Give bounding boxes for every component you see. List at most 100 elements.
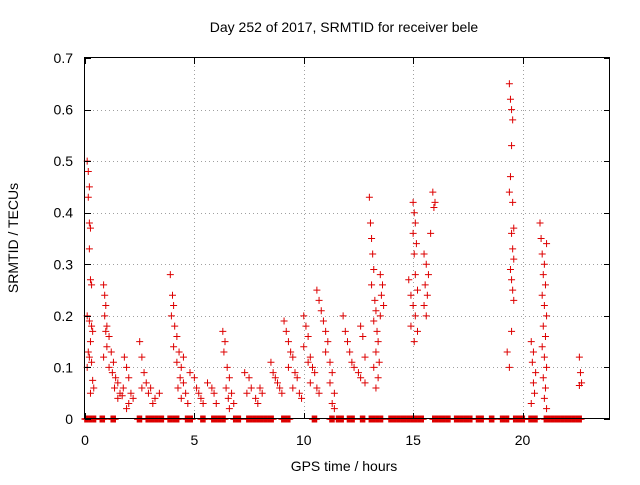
data-point xyxy=(102,302,110,310)
data-point xyxy=(409,229,417,237)
data-point xyxy=(370,317,378,325)
data-point xyxy=(276,384,284,392)
data-point xyxy=(258,389,266,397)
data-point xyxy=(410,250,418,258)
y-tick-label: 0.3 xyxy=(54,256,74,272)
data-point xyxy=(125,400,133,408)
data-point xyxy=(540,394,548,402)
data-point xyxy=(179,353,187,361)
data-point xyxy=(174,384,182,392)
data-point xyxy=(243,389,251,397)
data-point xyxy=(368,281,376,289)
data-point xyxy=(101,312,109,320)
data-point xyxy=(182,389,190,397)
data-point xyxy=(89,327,97,335)
data-point xyxy=(282,327,290,335)
data-point xyxy=(532,369,540,377)
data-point xyxy=(127,389,135,397)
data-point xyxy=(119,384,127,392)
data-point xyxy=(225,374,233,382)
data-point xyxy=(543,405,551,413)
data-point xyxy=(199,400,207,408)
data-point xyxy=(539,271,547,279)
data-point xyxy=(311,369,319,377)
data-point xyxy=(506,173,514,181)
data-point xyxy=(142,379,150,387)
data-point xyxy=(120,353,128,361)
data-point xyxy=(319,317,327,325)
data-point xyxy=(324,338,332,346)
y-axis-label: SRMTID / TECUs xyxy=(5,183,21,293)
data-point xyxy=(144,389,152,397)
data-point xyxy=(509,245,517,253)
data-point xyxy=(505,80,513,88)
data-point xyxy=(421,281,429,289)
y-axis-ticks: 0 0.1 0.2 0.3 0.4 0.5 0.6 0.7 xyxy=(54,50,610,427)
data-point xyxy=(541,281,549,289)
data-point xyxy=(369,250,377,258)
data-point xyxy=(409,198,417,206)
data-point xyxy=(241,369,249,377)
data-point xyxy=(543,312,551,320)
x-tick-label: 5 xyxy=(190,432,198,448)
data-point xyxy=(359,332,367,340)
data-point xyxy=(529,379,537,387)
y-tick-label: 0.4 xyxy=(54,205,74,221)
data-point xyxy=(85,219,93,227)
data-point xyxy=(103,322,111,330)
data-point xyxy=(284,338,292,346)
data-point xyxy=(179,379,187,387)
data-point xyxy=(123,405,131,413)
data-point xyxy=(412,240,420,248)
data-point xyxy=(411,219,419,227)
data-point xyxy=(379,281,386,289)
data-point xyxy=(543,240,551,248)
data-point xyxy=(304,358,312,366)
y-tick-label: 0.5 xyxy=(54,153,74,169)
data-point xyxy=(354,369,362,377)
data-point xyxy=(366,219,374,227)
data-point xyxy=(536,219,544,227)
data-point xyxy=(374,374,382,382)
data-point xyxy=(540,302,548,310)
data-point xyxy=(510,255,518,263)
data-point xyxy=(411,312,419,320)
data-point xyxy=(147,384,155,392)
data-point xyxy=(508,276,516,284)
data-point xyxy=(407,322,415,330)
data-point xyxy=(503,348,511,356)
data-point xyxy=(427,229,435,237)
x-tick-label: 15 xyxy=(405,432,421,448)
data-point xyxy=(330,405,338,413)
data-point xyxy=(171,322,179,330)
data-point xyxy=(410,209,418,217)
data-point xyxy=(108,369,116,377)
data-point xyxy=(361,353,369,361)
data-points xyxy=(83,80,586,413)
data-point xyxy=(287,348,295,356)
data-point xyxy=(118,392,126,400)
data-point xyxy=(84,348,92,356)
data-point xyxy=(508,229,516,237)
y-tick-label: 0.2 xyxy=(54,308,74,324)
data-point xyxy=(339,312,347,320)
data-point xyxy=(430,204,438,212)
data-point xyxy=(295,389,303,397)
data-point xyxy=(293,374,301,382)
data-point xyxy=(538,343,546,351)
y-tick-label: 0.1 xyxy=(54,359,74,375)
data-point xyxy=(575,381,583,389)
data-point xyxy=(541,332,549,340)
data-point xyxy=(280,317,288,325)
data-point xyxy=(88,281,96,289)
data-point xyxy=(256,384,264,392)
data-point xyxy=(221,338,229,346)
data-point xyxy=(372,348,380,356)
x-tick-label: 0 xyxy=(81,432,89,448)
data-point xyxy=(376,312,384,320)
data-point xyxy=(291,369,299,377)
x-tick-label: 20 xyxy=(515,432,531,448)
data-point xyxy=(271,374,279,382)
data-point xyxy=(85,183,93,191)
data-point xyxy=(313,384,321,392)
